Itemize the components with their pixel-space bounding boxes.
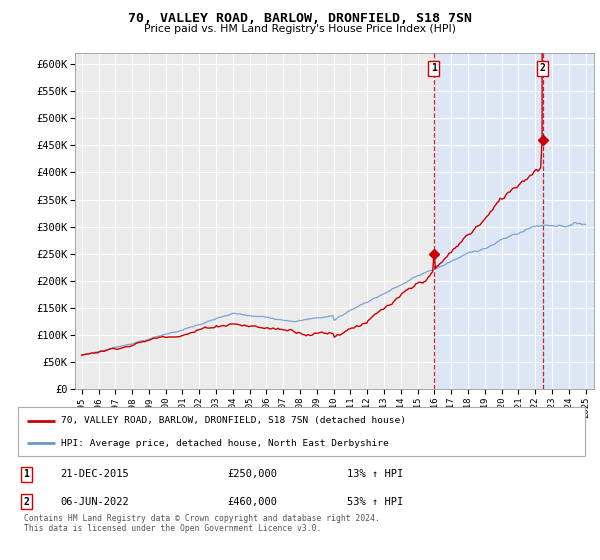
Text: £250,000: £250,000 [228,469,278,479]
Text: HPI: Average price, detached house, North East Derbyshire: HPI: Average price, detached house, Nort… [61,438,388,447]
Text: 1: 1 [23,469,29,479]
Text: 13% ↑ HPI: 13% ↑ HPI [347,469,403,479]
Text: 53% ↑ HPI: 53% ↑ HPI [347,497,403,507]
Text: 1: 1 [431,63,437,73]
Text: 21-DEC-2015: 21-DEC-2015 [61,469,129,479]
Bar [434,53,596,389]
Text: Price paid vs. HM Land Registry's House Price Index (HPI): Price paid vs. HM Land Registry's House … [144,24,456,34]
Text: 70, VALLEY ROAD, BARLOW, DRONFIELD, S18 7SN (detached house): 70, VALLEY ROAD, BARLOW, DRONFIELD, S18 … [61,417,406,426]
Text: £460,000: £460,000 [228,497,278,507]
Text: 70, VALLEY ROAD, BARLOW, DRONFIELD, S18 7SN: 70, VALLEY ROAD, BARLOW, DRONFIELD, S18 … [128,12,472,25]
Text: 2: 2 [540,63,546,73]
Text: 06-JUN-2022: 06-JUN-2022 [61,497,129,507]
FancyBboxPatch shape [18,407,585,456]
Text: Contains HM Land Registry data © Crown copyright and database right 2024.
This d: Contains HM Land Registry data © Crown c… [23,514,380,533]
Text: 2: 2 [23,497,29,507]
